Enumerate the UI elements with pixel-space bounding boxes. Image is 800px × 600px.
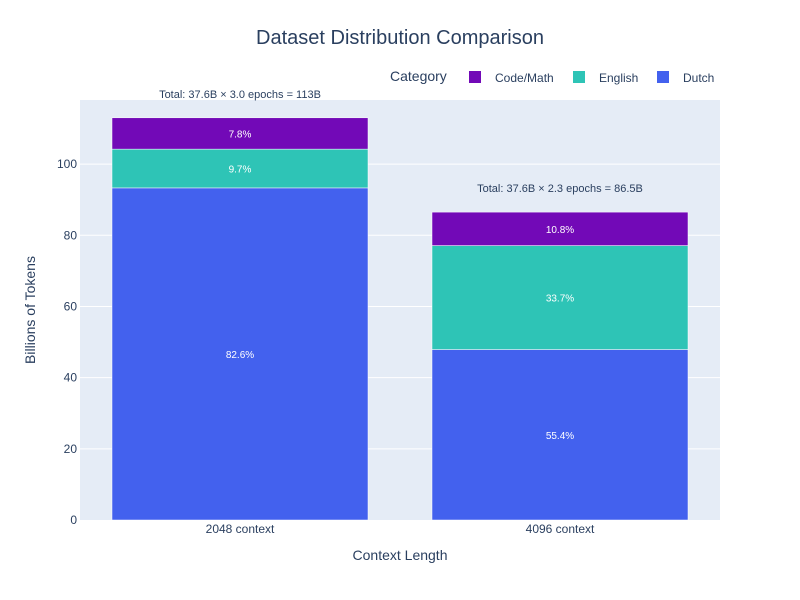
bar-segment	[431, 349, 689, 521]
bar-segment-label: 82.6%	[226, 350, 254, 361]
bar-segment-label: 10.8%	[546, 225, 574, 236]
x-axis-title: Context Length	[353, 547, 448, 563]
y-tick-label: 60	[64, 299, 78, 313]
x-tick-label: 4096 context	[526, 522, 595, 536]
y-tick-label: 40	[64, 371, 78, 385]
legend-swatch[interactable]	[573, 71, 585, 83]
legend-item-label[interactable]: English	[599, 71, 638, 85]
bar-segment	[111, 187, 369, 521]
bar-segment-label: 55.4%	[546, 431, 574, 442]
total-annotation: Total: 37.6B × 2.3 epochs = 86.5B	[477, 183, 643, 195]
bar-segment	[431, 245, 689, 350]
bar-segment-label: 33.7%	[546, 294, 574, 305]
legend-swatch[interactable]	[469, 71, 481, 83]
bar-segment-label: 9.7%	[229, 165, 252, 176]
legend-item-label[interactable]: Code/Math	[495, 71, 554, 85]
total-annotation: Total: 37.6B × 3.0 epochs = 113B	[159, 89, 321, 101]
legend-title: Category	[390, 68, 447, 84]
bar-segment	[111, 148, 369, 189]
bars: 82.6% 9.7% 7.8% Total: 37.6B × 3.0 epochs =…	[111, 89, 689, 521]
chart-title: Dataset Distribution Comparison	[256, 27, 544, 49]
y-tick-label: 20	[64, 442, 78, 456]
legend-item-label[interactable]: Dutch	[683, 71, 714, 85]
y-tick-label: 0	[70, 513, 77, 527]
axis-ticks: 0 20 40 60 80 100 2048 context 4096 context	[57, 157, 595, 536]
bar-segment	[111, 117, 369, 150]
y-tick-label: 100	[57, 157, 77, 171]
bar-segment	[431, 211, 689, 246]
y-tick-label: 80	[64, 228, 78, 242]
y-axis-title: Billions of Tokens	[22, 256, 38, 364]
legend-swatch[interactable]	[657, 71, 669, 83]
bar-segment-label: 7.8%	[229, 129, 252, 140]
legend: Category Code/Math English Dutch	[390, 68, 714, 85]
x-tick-label: 2048 context	[206, 522, 275, 536]
